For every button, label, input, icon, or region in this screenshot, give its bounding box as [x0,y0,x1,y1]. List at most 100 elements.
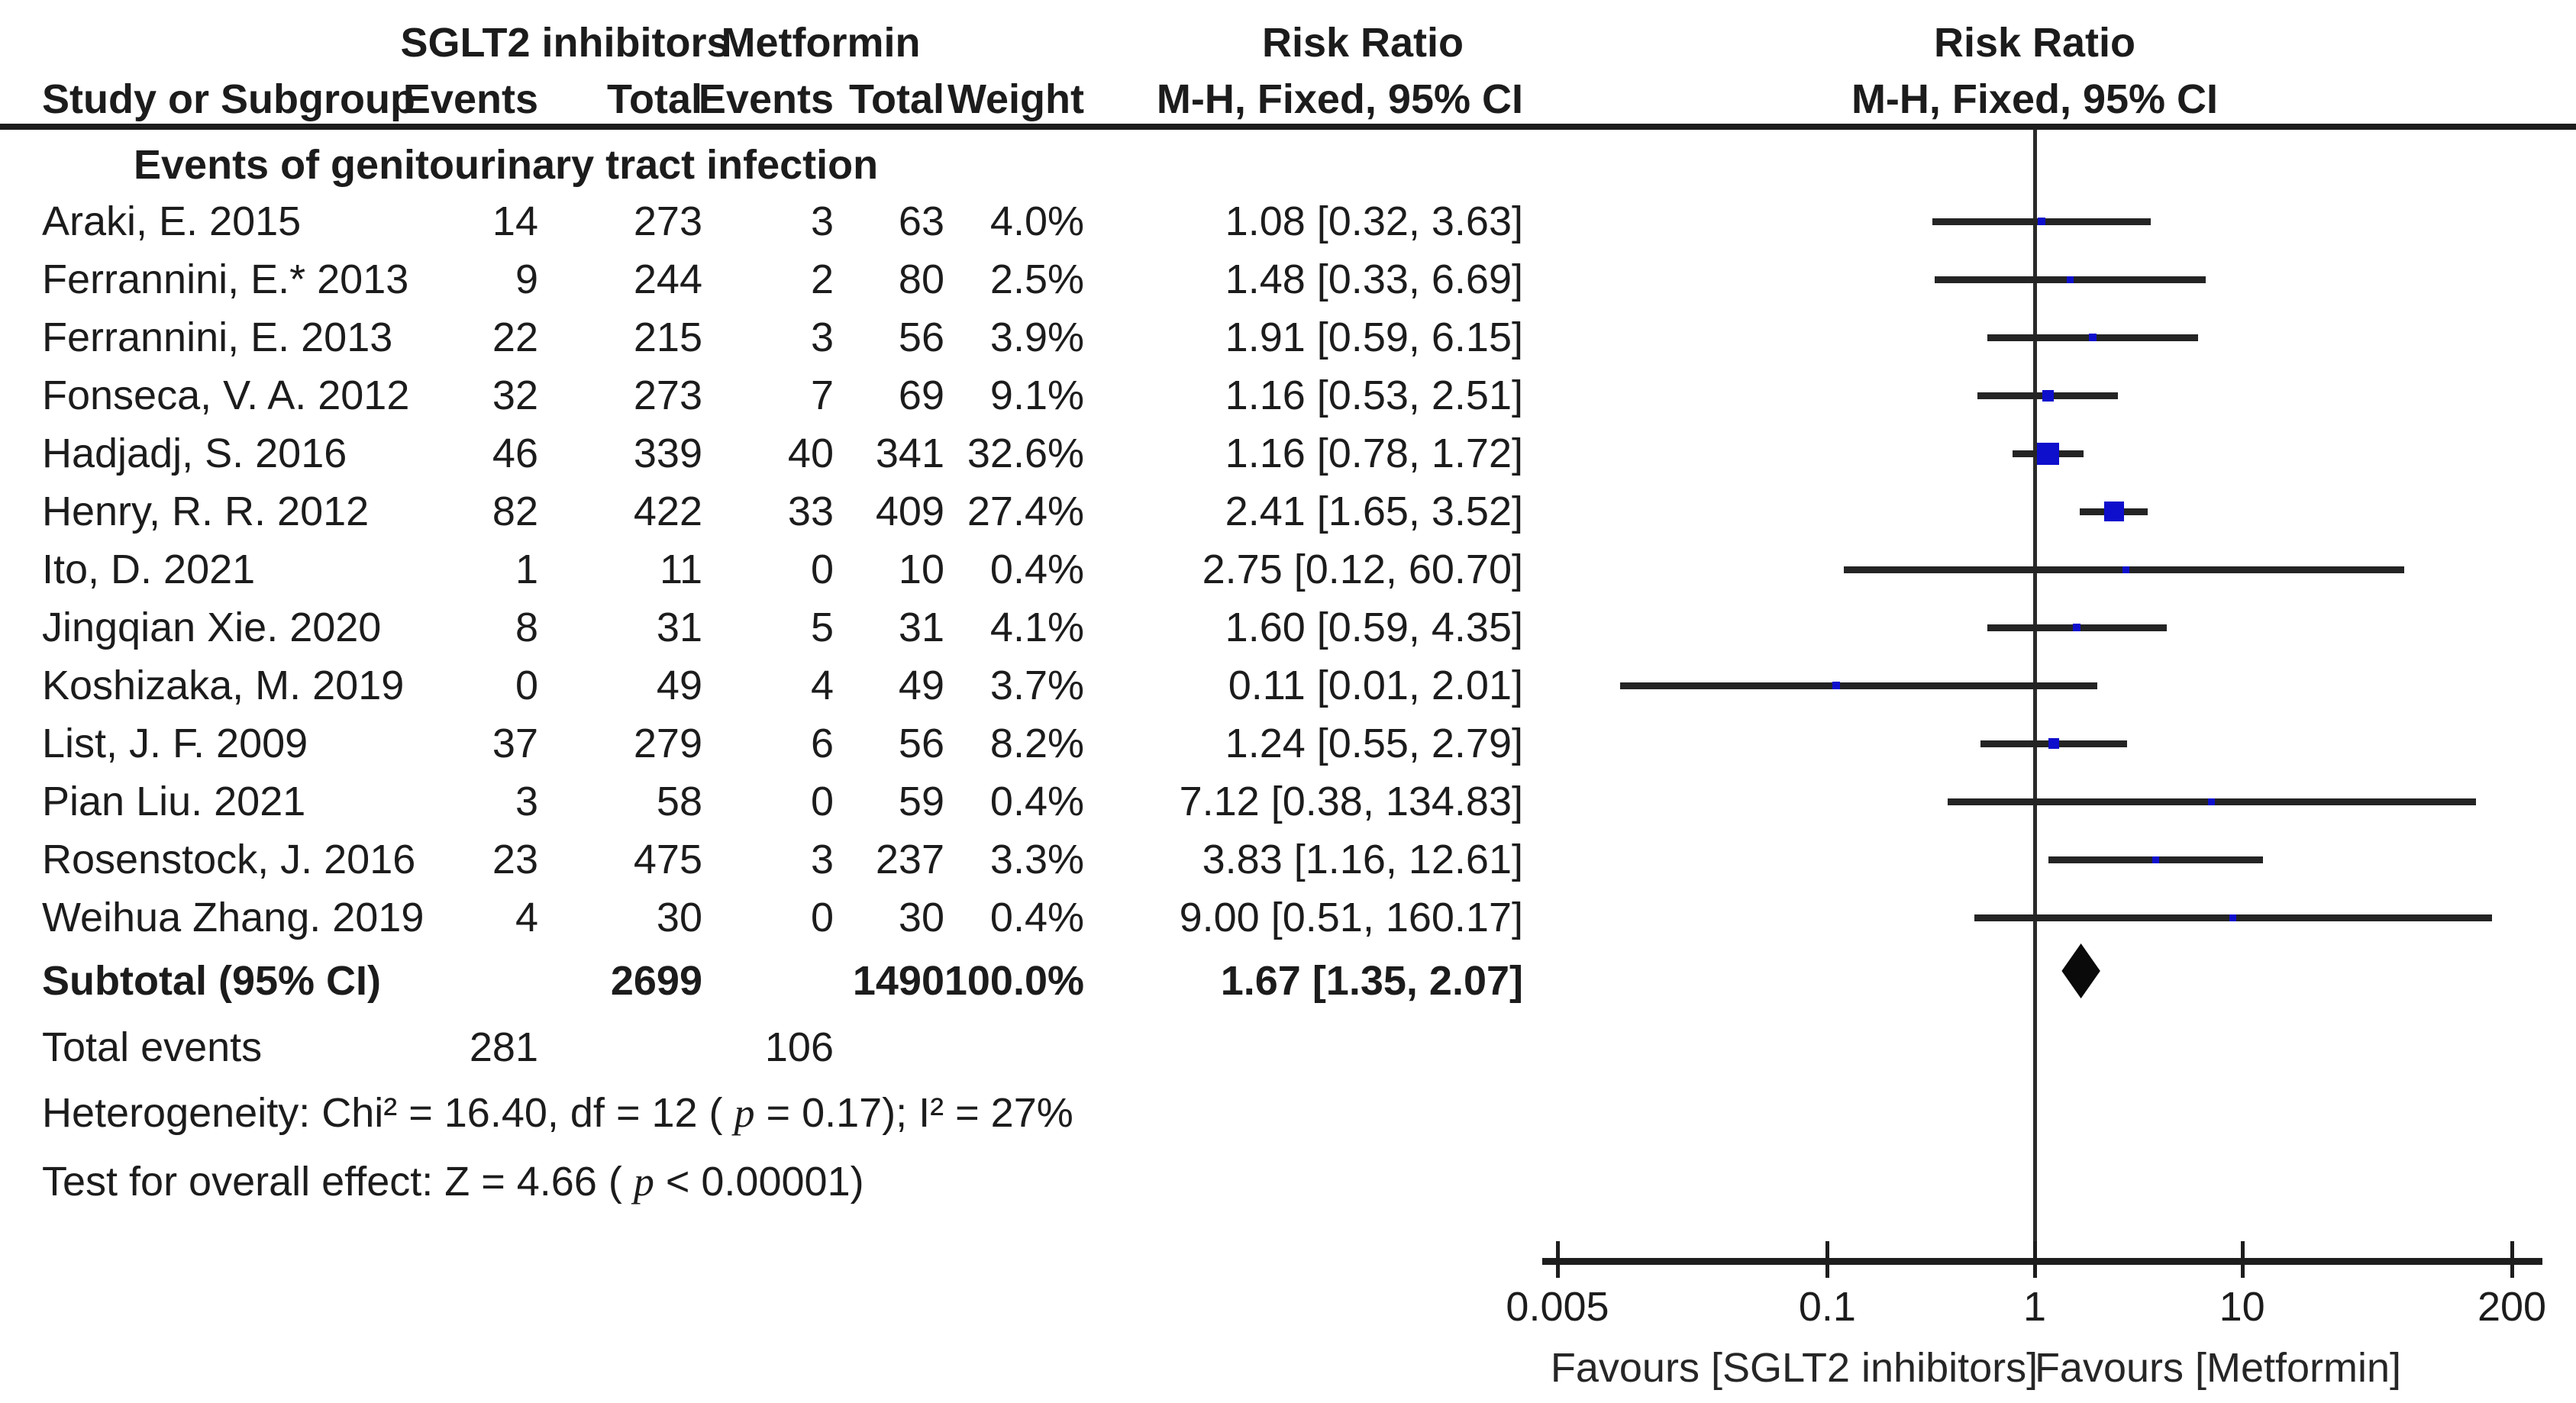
study-label: Koshizaka, M. 2019 [42,663,405,708]
risk-ratio-value: 1.16 [0.78, 1.72] [1225,431,1523,476]
study-label: Araki, E. 2015 [42,198,302,244]
subtotal-total1: 2699 [610,958,702,1004]
risk-ratio-value: 1.91 [0.59, 6.15] [1225,314,1523,360]
study-label: Weihua Zhang. 2019 [42,895,424,940]
risk-ratio-value: 1.24 [0.55, 2.79] [1225,721,1523,766]
study-label: Ferrannini, E. 2013 [42,314,393,360]
risk-ratio-column-subheader: M-H, Fixed, 95% CI [1156,76,1523,122]
p-symbol: p [633,1159,654,1205]
risk-ratio-value: 1.48 [0.33, 6.69] [1225,256,1523,302]
events1-value: 14 [492,198,538,244]
risk-ratio-value: 0.11 [0.01, 2.01] [1228,663,1523,708]
weight-value: 3.3% [989,837,1084,882]
events1-value: 46 [492,431,538,476]
total1-value: 273 [633,198,702,244]
events2-value: 0 [810,547,834,592]
risk-ratio-value: 9.00 [0.51, 160.17] [1179,895,1523,940]
total1-value: 11 [659,547,702,592]
risk-ratio-value: 1.08 [0.32, 3.63] [1225,198,1523,244]
events1-value: 4 [515,895,538,940]
overall-effect-text: Test for overall effect: Z = 4.66 ( p < … [42,1153,864,1211]
p-symbol: p [734,1090,755,1136]
effect-size-marker [2073,624,2080,631]
total1-value: 244 [633,256,702,302]
favours-right-label: Favours [Metformin] [2034,1345,2402,1391]
overall-effect-post: < 0.00001) [654,1159,864,1205]
risk-ratio-value: 1.60 [0.59, 4.35] [1225,605,1523,650]
weight-value: 8.2% [989,721,1084,766]
risk-ratio-value: 1.16 [0.53, 2.51] [1225,373,1523,418]
risk-ratio-value: 3.83 [1.16, 12.61] [1202,837,1523,882]
heterogeneity-pre: Heterogeneity: Chi² = 16.40, df = 12 ( [42,1090,734,1136]
x-axis-tick [2510,1241,2514,1278]
study-label: Henry, R. R. 2012 [42,489,370,534]
events2-value: 7 [810,373,834,418]
total2-value: 63 [898,198,944,244]
events2-value: 0 [810,779,834,824]
risk-ratio-value: 7.12 [0.38, 134.83] [1179,779,1523,824]
total1-value: 279 [633,721,702,766]
weight-value: 0.4% [989,895,1084,940]
events1-value: 82 [492,489,538,534]
study-label: Jingqian Xie. 2020 [42,605,382,650]
total2-value: 49 [898,663,944,708]
plot-subheader: M-H, Fixed, 95% CI [1851,76,2219,122]
weight-value: 27.4% [967,489,1084,534]
effect-size-marker [2229,914,2236,921]
events2-value: 6 [810,721,834,766]
effect-size-marker [2208,798,2215,805]
favours-left-label: Favours [SGLT2 inhibitors] [1550,1345,2039,1391]
risk-ratio-value: 2.75 [0.12, 60.70] [1202,547,1523,592]
total1-value: 30 [656,895,702,940]
heterogeneity-text: Heterogeneity: Chi² = 16.40, df = 12 ( p… [42,1084,1073,1142]
x-axis-tick [2240,1241,2245,1278]
total2-value: 409 [875,489,944,534]
total2-value: 59 [898,779,944,824]
total1-value: 422 [633,489,702,534]
study-label: Fonseca, V. A. 2012 [42,373,410,418]
events2-value: 4 [810,663,834,708]
effect-size-marker [2037,443,2059,465]
effect-size-marker [1832,682,1840,689]
total1-value: 215 [633,314,702,360]
x-axis-tick-label: 1 [2022,1284,2047,1330]
total1-column-header: Total [607,76,702,122]
events1-column-header: Events [402,76,538,122]
ci-line [1619,682,2098,689]
weight-value: 9.1% [989,373,1084,418]
x-axis-tick-label: 0.1 [1798,1284,1856,1330]
x-axis-tick [1556,1241,1560,1278]
subgroup-title: Events of genitourinary tract infection [134,142,879,188]
study-column-header: Study or Subgroup [42,76,415,122]
total1-value: 58 [656,779,702,824]
effect-size-marker [2048,738,2059,749]
events2-value: 40 [787,431,834,476]
total1-value: 31 [656,605,702,650]
overall-effect-pre: Test for overall effect: Z = 4.66 ( [42,1159,634,1205]
effect-size-marker [2038,218,2045,225]
study-label: Rosenstock, J. 2016 [42,837,416,882]
weight-value: 3.7% [989,663,1084,708]
study-label: Ito, D. 2021 [42,547,256,592]
effect-size-marker [2067,276,2074,283]
events1-value: 3 [515,779,538,824]
study-label: Pian Liu. 2021 [42,779,306,824]
null-effect-line [2033,130,2037,1265]
events1-value: 0 [515,663,538,708]
subtotal-risk-ratio: 1.67 [1.35, 2.07] [1220,958,1523,1004]
study-label: List, J. F. 2009 [42,721,308,766]
total1-value: 273 [633,373,702,418]
subtotal-label: Subtotal (95% CI) [42,958,382,1004]
weight-value: 4.1% [989,605,1084,650]
events1-value: 32 [492,373,538,418]
total2-value: 56 [898,721,944,766]
events2-value: 3 [810,314,834,360]
study-label: Hadjadj, S. 2016 [42,431,347,476]
events1-value: 8 [515,605,538,650]
total-events-group2: 106 [764,1024,834,1070]
weight-value: 32.6% [967,431,1084,476]
x-axis-tick-label: 10 [2219,1284,2265,1330]
weight-value: 2.5% [989,256,1084,302]
events1-value: 37 [492,721,538,766]
